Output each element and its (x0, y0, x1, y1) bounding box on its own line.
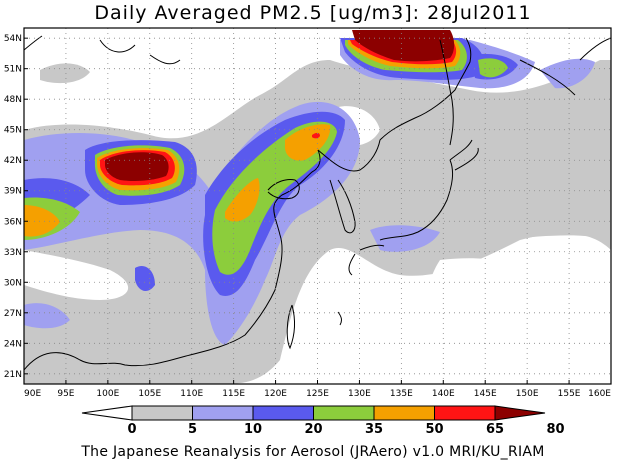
y-tick-label: 48N (4, 95, 22, 105)
y-tick-label: 42N (4, 156, 22, 166)
y-tick-label: 45N (4, 126, 22, 136)
colorbar-segment (252, 405, 314, 421)
x-tick-label: 100E (96, 389, 119, 399)
colorbar-label: 0 (127, 422, 136, 437)
x-tick-label: 125E (306, 389, 329, 399)
colorbar-segment (373, 405, 435, 421)
map-title: Daily Averaged PM2.5 [ug/m3]: 28Jul2011 (94, 2, 532, 24)
y-tick-label: 27N (4, 309, 22, 319)
colorbar: 0 5 10 20 35 50 65 80 (81, 405, 565, 437)
x-tick-label: 135E (390, 389, 413, 399)
x-tick-label: 145E (474, 389, 497, 399)
y-tick-label: 54N (4, 34, 22, 44)
x-tick-label: 155E (558, 389, 581, 399)
footer-credit: The Japanese Reanalysis for Aerosol (JRA… (81, 444, 545, 460)
x-tick-label: 130E (348, 389, 371, 399)
colorbar-label: 5 (188, 422, 197, 437)
colorbar-label: 65 (486, 422, 504, 437)
colorbar-low-triangle (81, 405, 133, 421)
y-tick-label: 51N (4, 65, 22, 75)
x-tick-label: 95E (57, 389, 74, 399)
y-tick-label: 39N (4, 187, 22, 197)
y-tick-label: 36N (4, 217, 22, 227)
colorbar-high-triangle (494, 405, 546, 421)
colorbar-segment (192, 405, 254, 421)
colorbar-segment (313, 405, 375, 421)
colorbar-segment (434, 405, 496, 421)
x-tick-label: 160E (588, 389, 611, 399)
x-tick-label: 140E (432, 389, 455, 399)
x-tick-label: 90E (24, 389, 41, 399)
colorbar-segment (131, 405, 193, 421)
colorbar-label: 80 (546, 422, 564, 437)
x-tick-label: 110E (180, 389, 203, 399)
latitude-ticks: 54N 51N 48N 45N 42N 39N 36N 33N 30N 27N 24N 21N (4, 34, 28, 380)
x-tick-label: 105E (138, 389, 161, 399)
longitude-ticks: 90E 95E 100E 105E 110E 115E 120E 125E 130E 135E 14… (23, 380, 612, 399)
coastlines (24, 35, 611, 371)
colorbar-label: 20 (304, 422, 322, 437)
y-tick-label: 30N (4, 278, 22, 288)
colorbar-label: 10 (244, 422, 262, 437)
y-tick-label: 24N (4, 339, 22, 349)
colorbar-label: 35 (365, 422, 383, 437)
x-tick-label: 120E (264, 389, 287, 399)
y-tick-label: 33N (4, 248, 22, 258)
x-tick-label: 150E (516, 389, 539, 399)
y-tick-label: 21N (4, 370, 22, 380)
colorbar-label: 50 (425, 422, 443, 437)
x-tick-label: 115E (222, 389, 245, 399)
